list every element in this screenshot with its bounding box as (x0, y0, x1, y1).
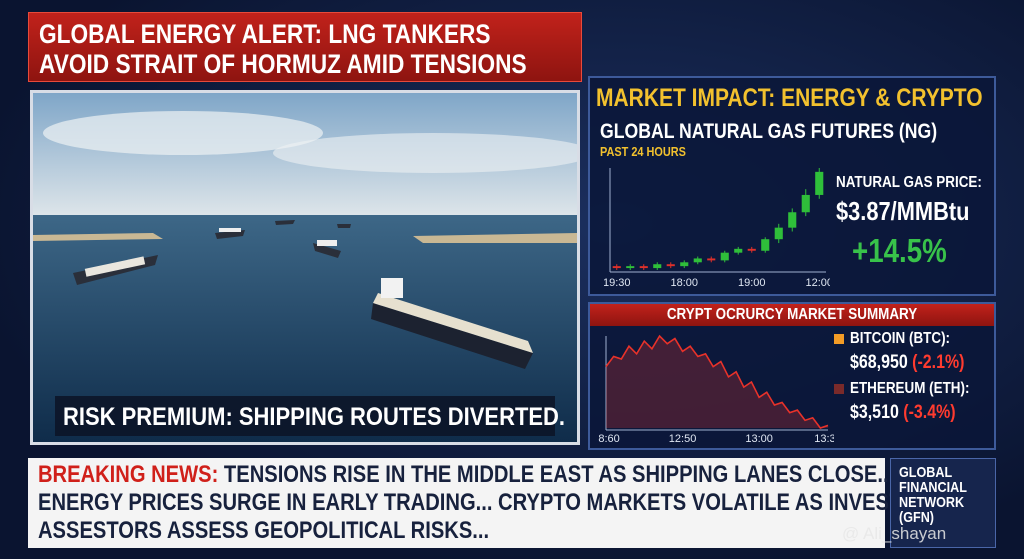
candle-body (774, 227, 783, 240)
ship (313, 240, 341, 258)
line-area (606, 336, 828, 428)
headline-text: GLOBAL ENERGY ALERT: LNG TANKERS (39, 19, 491, 49)
price-label: NATURAL GAS PRICE: (836, 174, 982, 191)
headline-banner: GLOBAL ENERGY ALERT: LNG TANKERS AVOID S… (28, 12, 582, 82)
candle-body (653, 264, 662, 269)
candle-body (720, 252, 729, 261)
coin-change: (-2.1%) (912, 352, 965, 373)
line-series (605, 334, 829, 429)
legend-swatch (834, 334, 844, 344)
x-tick-label: 13:30 (814, 433, 834, 445)
x-tick-label: 19:00 (738, 277, 766, 289)
candle-body (788, 212, 797, 228)
candle-body (666, 264, 675, 267)
candlestick-chart: 19:30 18:00 19:00 12:00 (604, 168, 830, 289)
chart-title: GLOBAL NATURAL GAS FUTURES (NG) (600, 120, 938, 143)
coin-price: $3,510 (-3.4%) (850, 402, 956, 424)
candle-body (734, 248, 743, 253)
candle-body (693, 258, 702, 263)
ship (73, 255, 158, 285)
coin-price-value: $3,510 (850, 402, 899, 423)
market-panel: MARKET IMPACT: ENERGY & CRYPTO GLOBAL NA… (588, 76, 996, 296)
x-tick-label: 08:60 (598, 433, 620, 445)
ticker-label: BREAKING NEWS: (38, 461, 219, 488)
candle-body (680, 262, 689, 267)
candle-body (747, 248, 756, 251)
candle-body (626, 266, 635, 269)
ticker-line: BREAKING NEWS: TENSIONS RISE IN THE MIDD… (38, 461, 894, 489)
land (33, 233, 163, 241)
chart-subtitle: PAST 24 HOURS (600, 144, 686, 159)
ticker-text: ENERGY PRICES SURGE IN EARLY TRADING... … (38, 489, 945, 516)
coin-price-value: $68,950 (850, 352, 908, 373)
legend-swatch (834, 384, 844, 394)
coin-name: BITCOIN (BTC): (850, 330, 951, 347)
candle-body (815, 171, 824, 195)
coin-name: ETHEREUM (ETH): (850, 380, 970, 397)
x-tick-label: 18:00 (670, 277, 698, 289)
panel-title: MARKET IMPACT: ENERGY & CRYPTO (596, 84, 983, 112)
panel-title: CRYPT OCRURCY MARKET SUMMARY (666, 306, 918, 323)
candle-body (801, 194, 810, 213)
candle-body (639, 266, 648, 269)
line-chart: 08:60 12:50 13:00 13:30 (598, 334, 834, 445)
caption-box (55, 396, 555, 436)
watermark: @ Ali_shayan (842, 524, 947, 543)
ship (275, 220, 351, 228)
coin-price: $68,950 (-2.1%) (850, 352, 964, 374)
cloud (273, 133, 577, 173)
candle-body (761, 239, 770, 251)
x-tick-label: 13:00 (745, 433, 773, 445)
price-change: +14.5% (852, 232, 947, 269)
candle-body (612, 266, 621, 269)
ticker-text: TENSIONS RISE IN THE MIDDLE EAST AS SHIP… (223, 461, 895, 488)
price: $3.87/MMBtu (836, 196, 970, 226)
headline-text: AVOID STRAIT OF HORMUZ AMID TENSIONS (39, 49, 527, 79)
x-tick-label: 12:00 (805, 277, 830, 289)
photo: RISK PREMIUM: SHIPPING ROUTES DIVERTED. (30, 90, 580, 445)
coin-change: (-3.4%) (903, 402, 956, 423)
ticker-text: ASSESTORS ASSESS GEOPOLITICAL RISKS... (38, 517, 490, 544)
ship (371, 278, 533, 369)
ship (215, 228, 245, 239)
x-tick-label: 19:30 (604, 277, 631, 289)
land (413, 233, 577, 243)
network-logo: GLOBAL FINANCIAL NETWORK (GFN) (890, 458, 996, 548)
crypto-panel: CRYPT OCRURCY MARKET SUMMARY BITCOIN (BT… (588, 302, 996, 450)
logo-text: GLOBAL (899, 464, 953, 481)
candle-body (707, 258, 716, 261)
x-tick-label: 12:50 (669, 433, 697, 445)
logo-text: NETWORK (899, 494, 965, 511)
news-ticker: BREAKING NEWS: TENSIONS RISE IN THE MIDD… (28, 458, 945, 548)
photo-caption: RISK PREMIUM: SHIPPING ROUTES DIVERTED. (63, 403, 565, 431)
logo-text: (GFN) (899, 509, 934, 526)
cloud (43, 111, 323, 155)
logo-text: FINANCIAL (899, 479, 967, 496)
